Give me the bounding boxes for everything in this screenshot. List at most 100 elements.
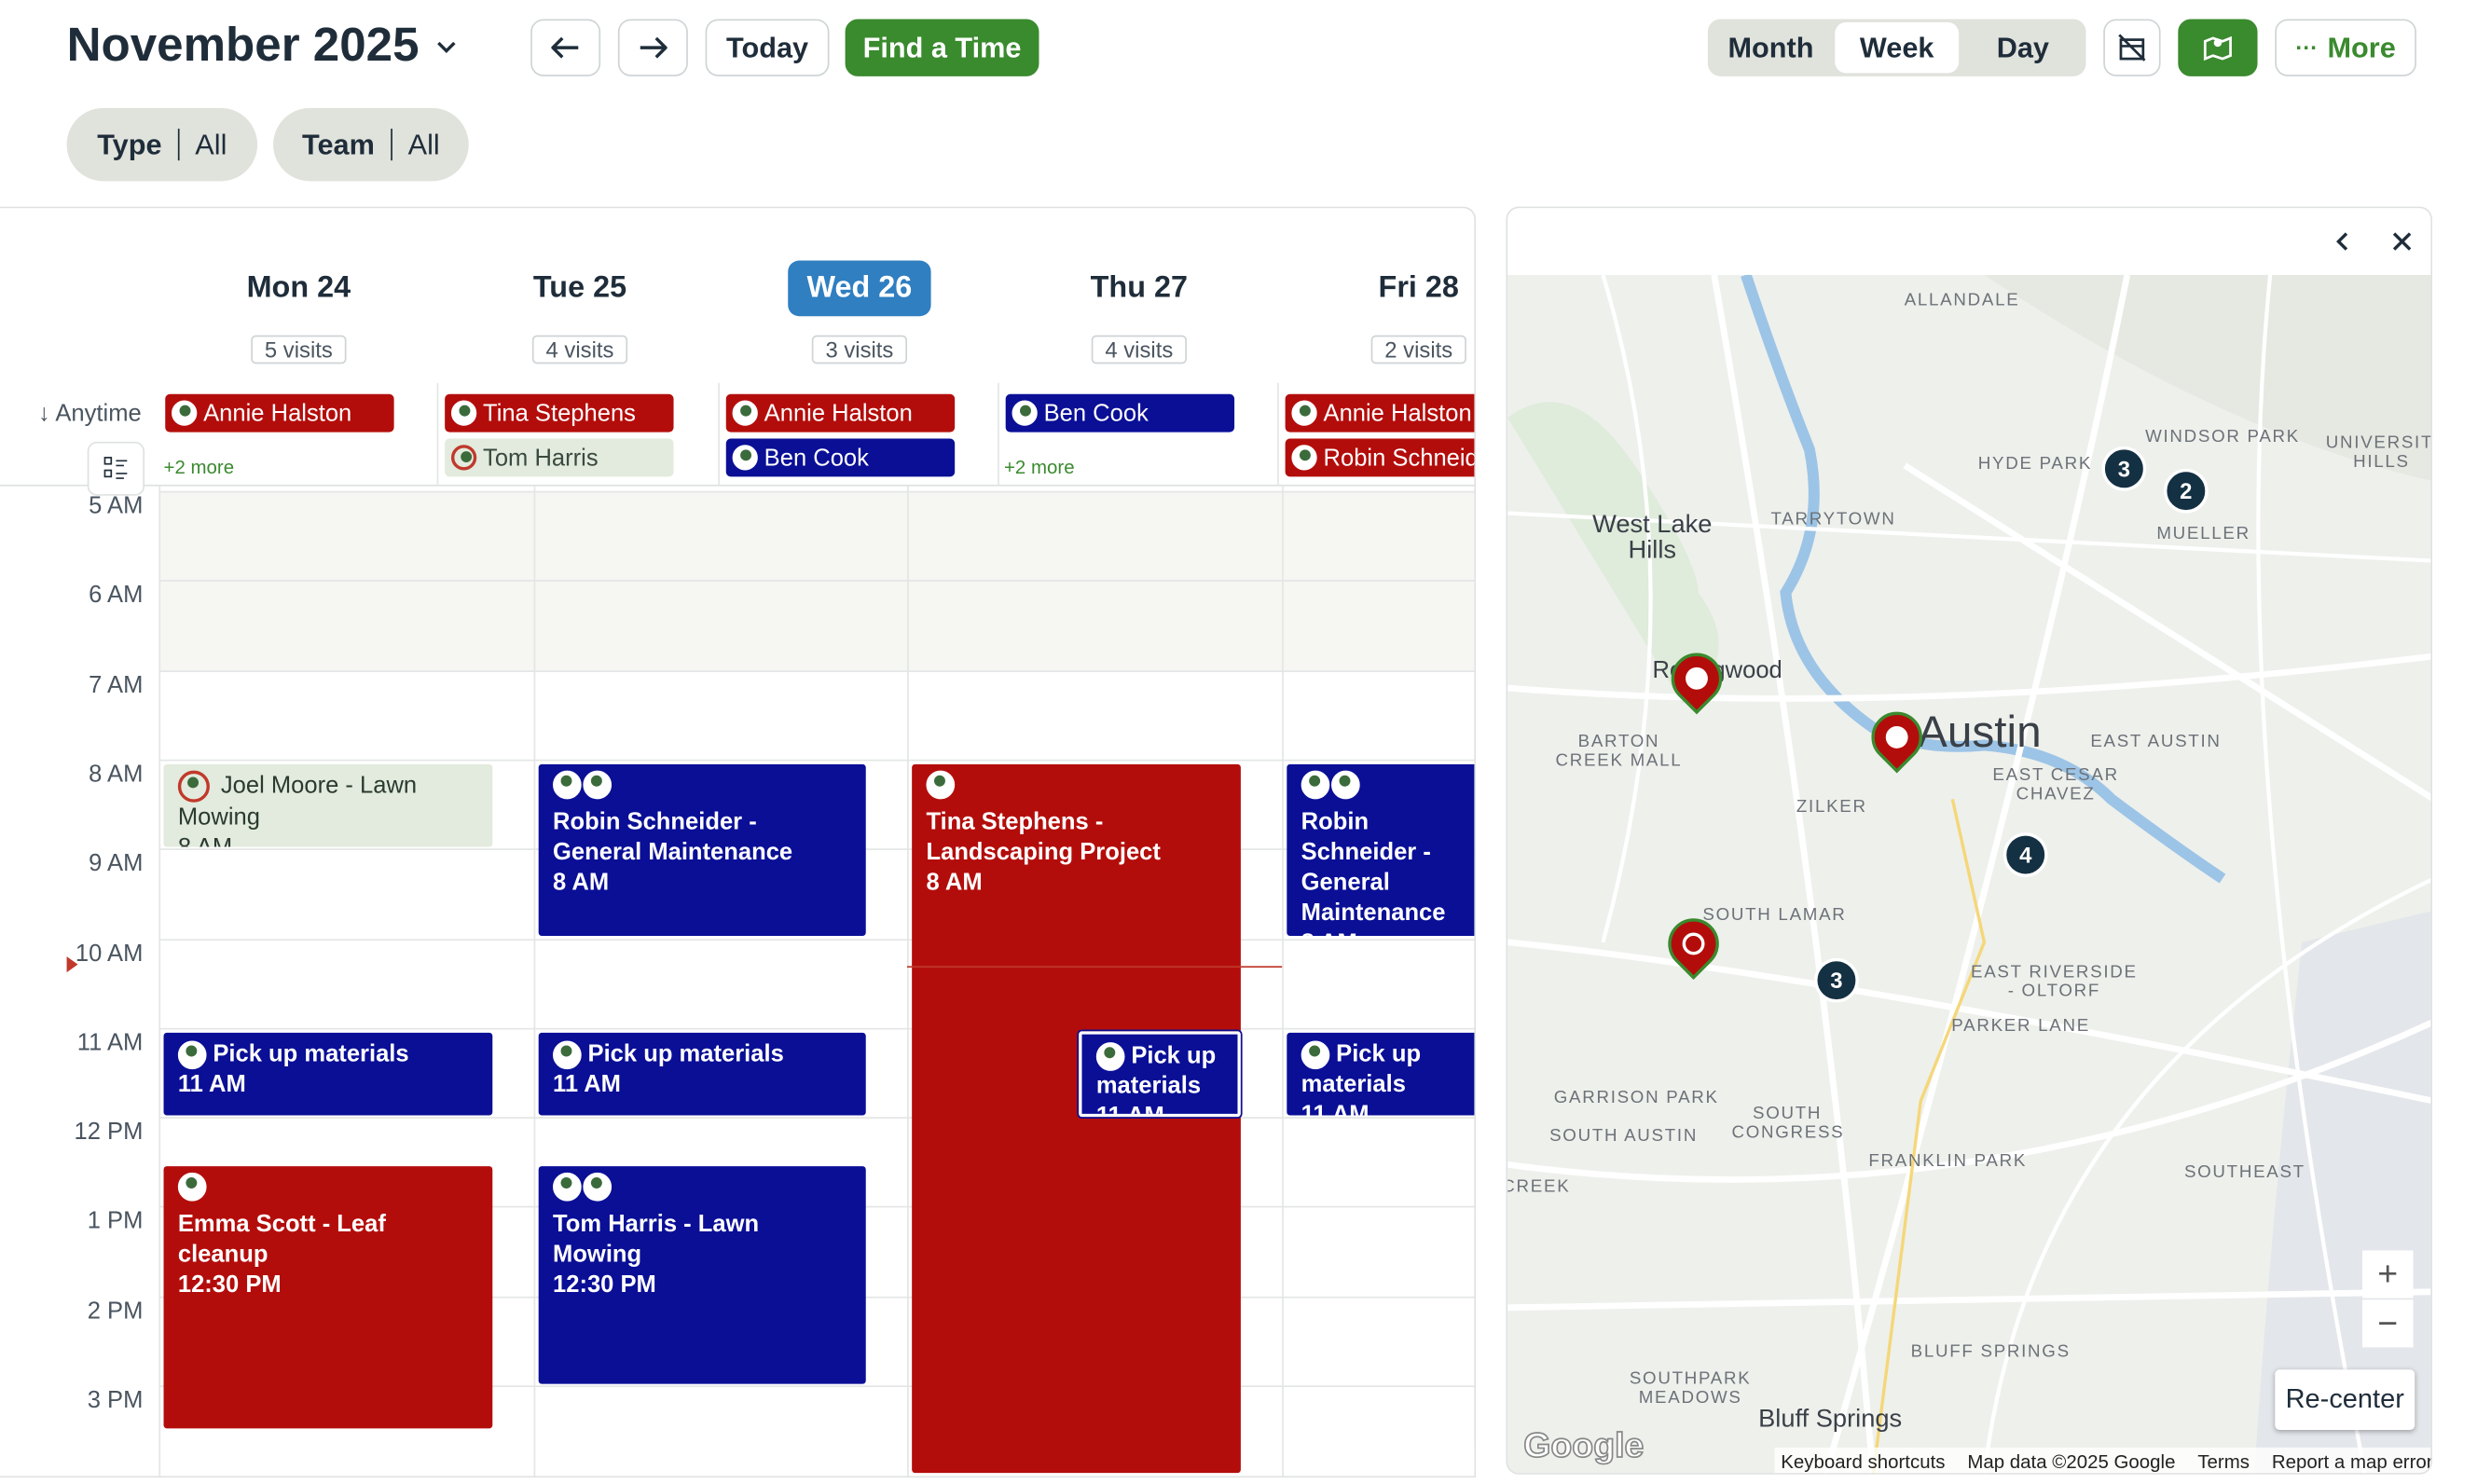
anytime-visit[interactable]: Ben Cook <box>725 438 956 477</box>
avatar <box>1095 1042 1125 1071</box>
visit-name: Tom Harris <box>483 444 599 472</box>
hide-weekends-button[interactable] <box>2103 19 2161 76</box>
map-footer-link[interactable]: Map data ©2025 Google <box>1967 1450 2176 1474</box>
more-button[interactable]: ··· More <box>2275 19 2416 76</box>
day-column-line <box>998 382 999 485</box>
map-background <box>1507 274 2431 1474</box>
zoom-out[interactable]: − <box>2361 1299 2414 1348</box>
column-line <box>158 486 161 1477</box>
hour-label: 3 PM <box>87 1387 144 1415</box>
zoom-in[interactable]: + <box>2361 1250 2414 1298</box>
view-option[interactable]: Day <box>1996 31 2049 63</box>
anytime-visit[interactable]: Annie Halston <box>165 393 394 433</box>
event-title: Pick up materials <box>587 1040 784 1068</box>
now-marker <box>66 956 78 973</box>
view-option[interactable]: Month <box>1727 31 1814 63</box>
avatar <box>1301 770 1330 800</box>
pin-center <box>1677 928 1710 960</box>
map-place-label: SOUTH LAMAR <box>1702 905 1847 926</box>
more-label: More <box>2327 31 2396 63</box>
map-place-label: SOUTHPARK MEADOWS <box>1629 1369 1752 1408</box>
map-cluster[interactable]: 3 <box>1814 957 1859 1003</box>
title-chevron[interactable] <box>435 38 458 57</box>
map-footer-link[interactable]: Terms <box>2197 1450 2250 1474</box>
hour-line <box>158 669 1475 672</box>
day-column-line <box>436 382 439 485</box>
collapse-icon[interactable] <box>2333 230 2352 253</box>
pin-center <box>1880 721 1913 753</box>
anytime-visit[interactable]: Robin Schneider <box>1285 438 1475 477</box>
avatar <box>1012 400 1038 426</box>
avatar <box>583 770 612 800</box>
event[interactable]: Pick up materials 11 AM <box>1287 1032 1475 1116</box>
avatar <box>553 1172 582 1202</box>
event[interactable]: Joel Moore - Lawn Mowing8 AM <box>163 763 493 847</box>
more-link[interactable]: +2 more <box>1003 456 1075 479</box>
visit-name: Ben Cook <box>1043 399 1149 427</box>
more-link[interactable]: +2 more <box>163 456 235 479</box>
avatar <box>450 445 477 471</box>
avatar <box>172 400 198 426</box>
month-title[interactable]: November 2025 <box>66 19 420 72</box>
prev-button[interactable] <box>530 19 601 76</box>
event-time: 11 AM <box>553 1070 621 1098</box>
event-time: 12:30 PM <box>553 1271 656 1298</box>
list-toggle[interactable] <box>87 441 145 496</box>
day-label[interactable]: Thu 27 <box>1090 270 1189 305</box>
map-cluster[interactable]: 3 <box>2101 446 2147 491</box>
visit-name: Robin Schneider <box>1323 444 1475 472</box>
event-title: Pick up materials <box>1301 1040 1422 1098</box>
event-title: Robin Schneider - General Maintenance <box>553 808 793 866</box>
hour-line <box>158 490 1475 493</box>
anytime-visit[interactable]: Ben Cook <box>1005 393 1235 433</box>
map-cluster[interactable]: 4 <box>2002 832 2048 877</box>
map-place-label: TARRYTOWN <box>1770 510 1896 529</box>
map-footer-link[interactable]: Report a map error <box>2271 1450 2432 1474</box>
now-line <box>907 966 1283 969</box>
anytime-visit[interactable]: Tom Harris <box>445 438 674 477</box>
event[interactable]: Pick up materials 11 AM <box>1077 1029 1243 1119</box>
avatar <box>450 400 477 426</box>
anytime-visit[interactable]: Annie Halston <box>1285 393 1475 433</box>
map-place-label: ZILKER <box>1796 797 1867 818</box>
map-panel: ALLANDALE HYDE PARK WINDSOR PARK UNIVERSITY… <box>1506 206 2432 1475</box>
map-place-label: SOUTH CONGRESS <box>1731 1104 1845 1143</box>
event-avatars <box>177 1040 208 1070</box>
map-toggle-button[interactable] <box>2178 19 2258 76</box>
event-time: 12:30 PM <box>177 1271 282 1298</box>
filter-pill[interactable]: Team All <box>273 107 469 182</box>
map-cluster[interactable]: 2 <box>2163 468 2209 514</box>
next-button[interactable] <box>617 19 688 76</box>
view-selected <box>1835 21 1960 74</box>
find-time-button[interactable]: Find a Time <box>845 19 1039 76</box>
day-label[interactable]: Fri 28 <box>1378 270 1459 305</box>
cancel-icon <box>177 770 210 803</box>
event[interactable]: Emma Scott - Leaf cleanup 12:30 PM <box>163 1166 493 1429</box>
visits-badge: 4 visits <box>531 335 628 364</box>
today-button[interactable]: Today <box>705 19 830 76</box>
anytime-visit[interactable]: Annie Halston <box>725 393 956 433</box>
recenter-button[interactable]: Re-center <box>2275 1369 2415 1431</box>
event[interactable]: Tina Stephens - Landscaping Project 8 AM <box>912 763 1241 1474</box>
day-label[interactable]: Tue 25 <box>532 270 627 305</box>
event[interactable]: Tom Harris - Lawn Mowing 12:30 PM <box>538 1166 866 1384</box>
day-label[interactable]: Mon 24 <box>246 270 351 305</box>
map-footer-link[interactable]: Keyboard shortcuts <box>1781 1450 1946 1474</box>
map-place-label: MUELLER <box>2156 524 2250 543</box>
filter-label: Type <box>97 128 162 160</box>
event-avatars <box>553 1172 851 1204</box>
avatar <box>1291 400 1317 426</box>
visit-name: Annie Halston <box>1323 399 1472 427</box>
map-place-label: BLUFF SPRINGS <box>1910 1342 2071 1362</box>
filter-pill[interactable]: Type All <box>66 107 258 182</box>
anytime-visit[interactable]: Tina Stephens <box>445 393 674 433</box>
day-label[interactable]: Wed 26 <box>788 260 931 317</box>
view-option[interactable]: Week <box>1859 31 1934 63</box>
event[interactable]: Pick up materials 11 AM <box>538 1032 866 1116</box>
close-icon[interactable] <box>2391 230 2414 253</box>
hour-label: 7 AM <box>89 671 144 699</box>
event[interactable]: Pick up materials 11 AM <box>163 1032 493 1116</box>
